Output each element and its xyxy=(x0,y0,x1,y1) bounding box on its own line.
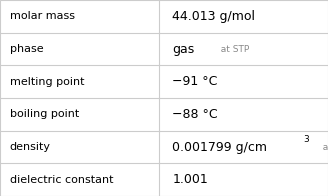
Text: molar mass: molar mass xyxy=(10,11,75,21)
Text: at 25 °C: at 25 °C xyxy=(317,142,328,152)
Text: 0.001799 g/cm: 0.001799 g/cm xyxy=(172,141,267,153)
Text: at STP: at STP xyxy=(215,44,249,54)
Text: 1.001: 1.001 xyxy=(172,173,208,186)
Text: gas: gas xyxy=(172,43,195,55)
Text: phase: phase xyxy=(10,44,44,54)
Text: −91 °C: −91 °C xyxy=(172,75,217,88)
Text: melting point: melting point xyxy=(10,77,84,87)
Text: −88 °C: −88 °C xyxy=(172,108,218,121)
Text: 44.013 g/mol: 44.013 g/mol xyxy=(172,10,255,23)
Text: 3: 3 xyxy=(303,135,309,144)
Text: boiling point: boiling point xyxy=(10,109,79,119)
Text: density: density xyxy=(10,142,51,152)
Text: dielectric constant: dielectric constant xyxy=(10,175,113,185)
